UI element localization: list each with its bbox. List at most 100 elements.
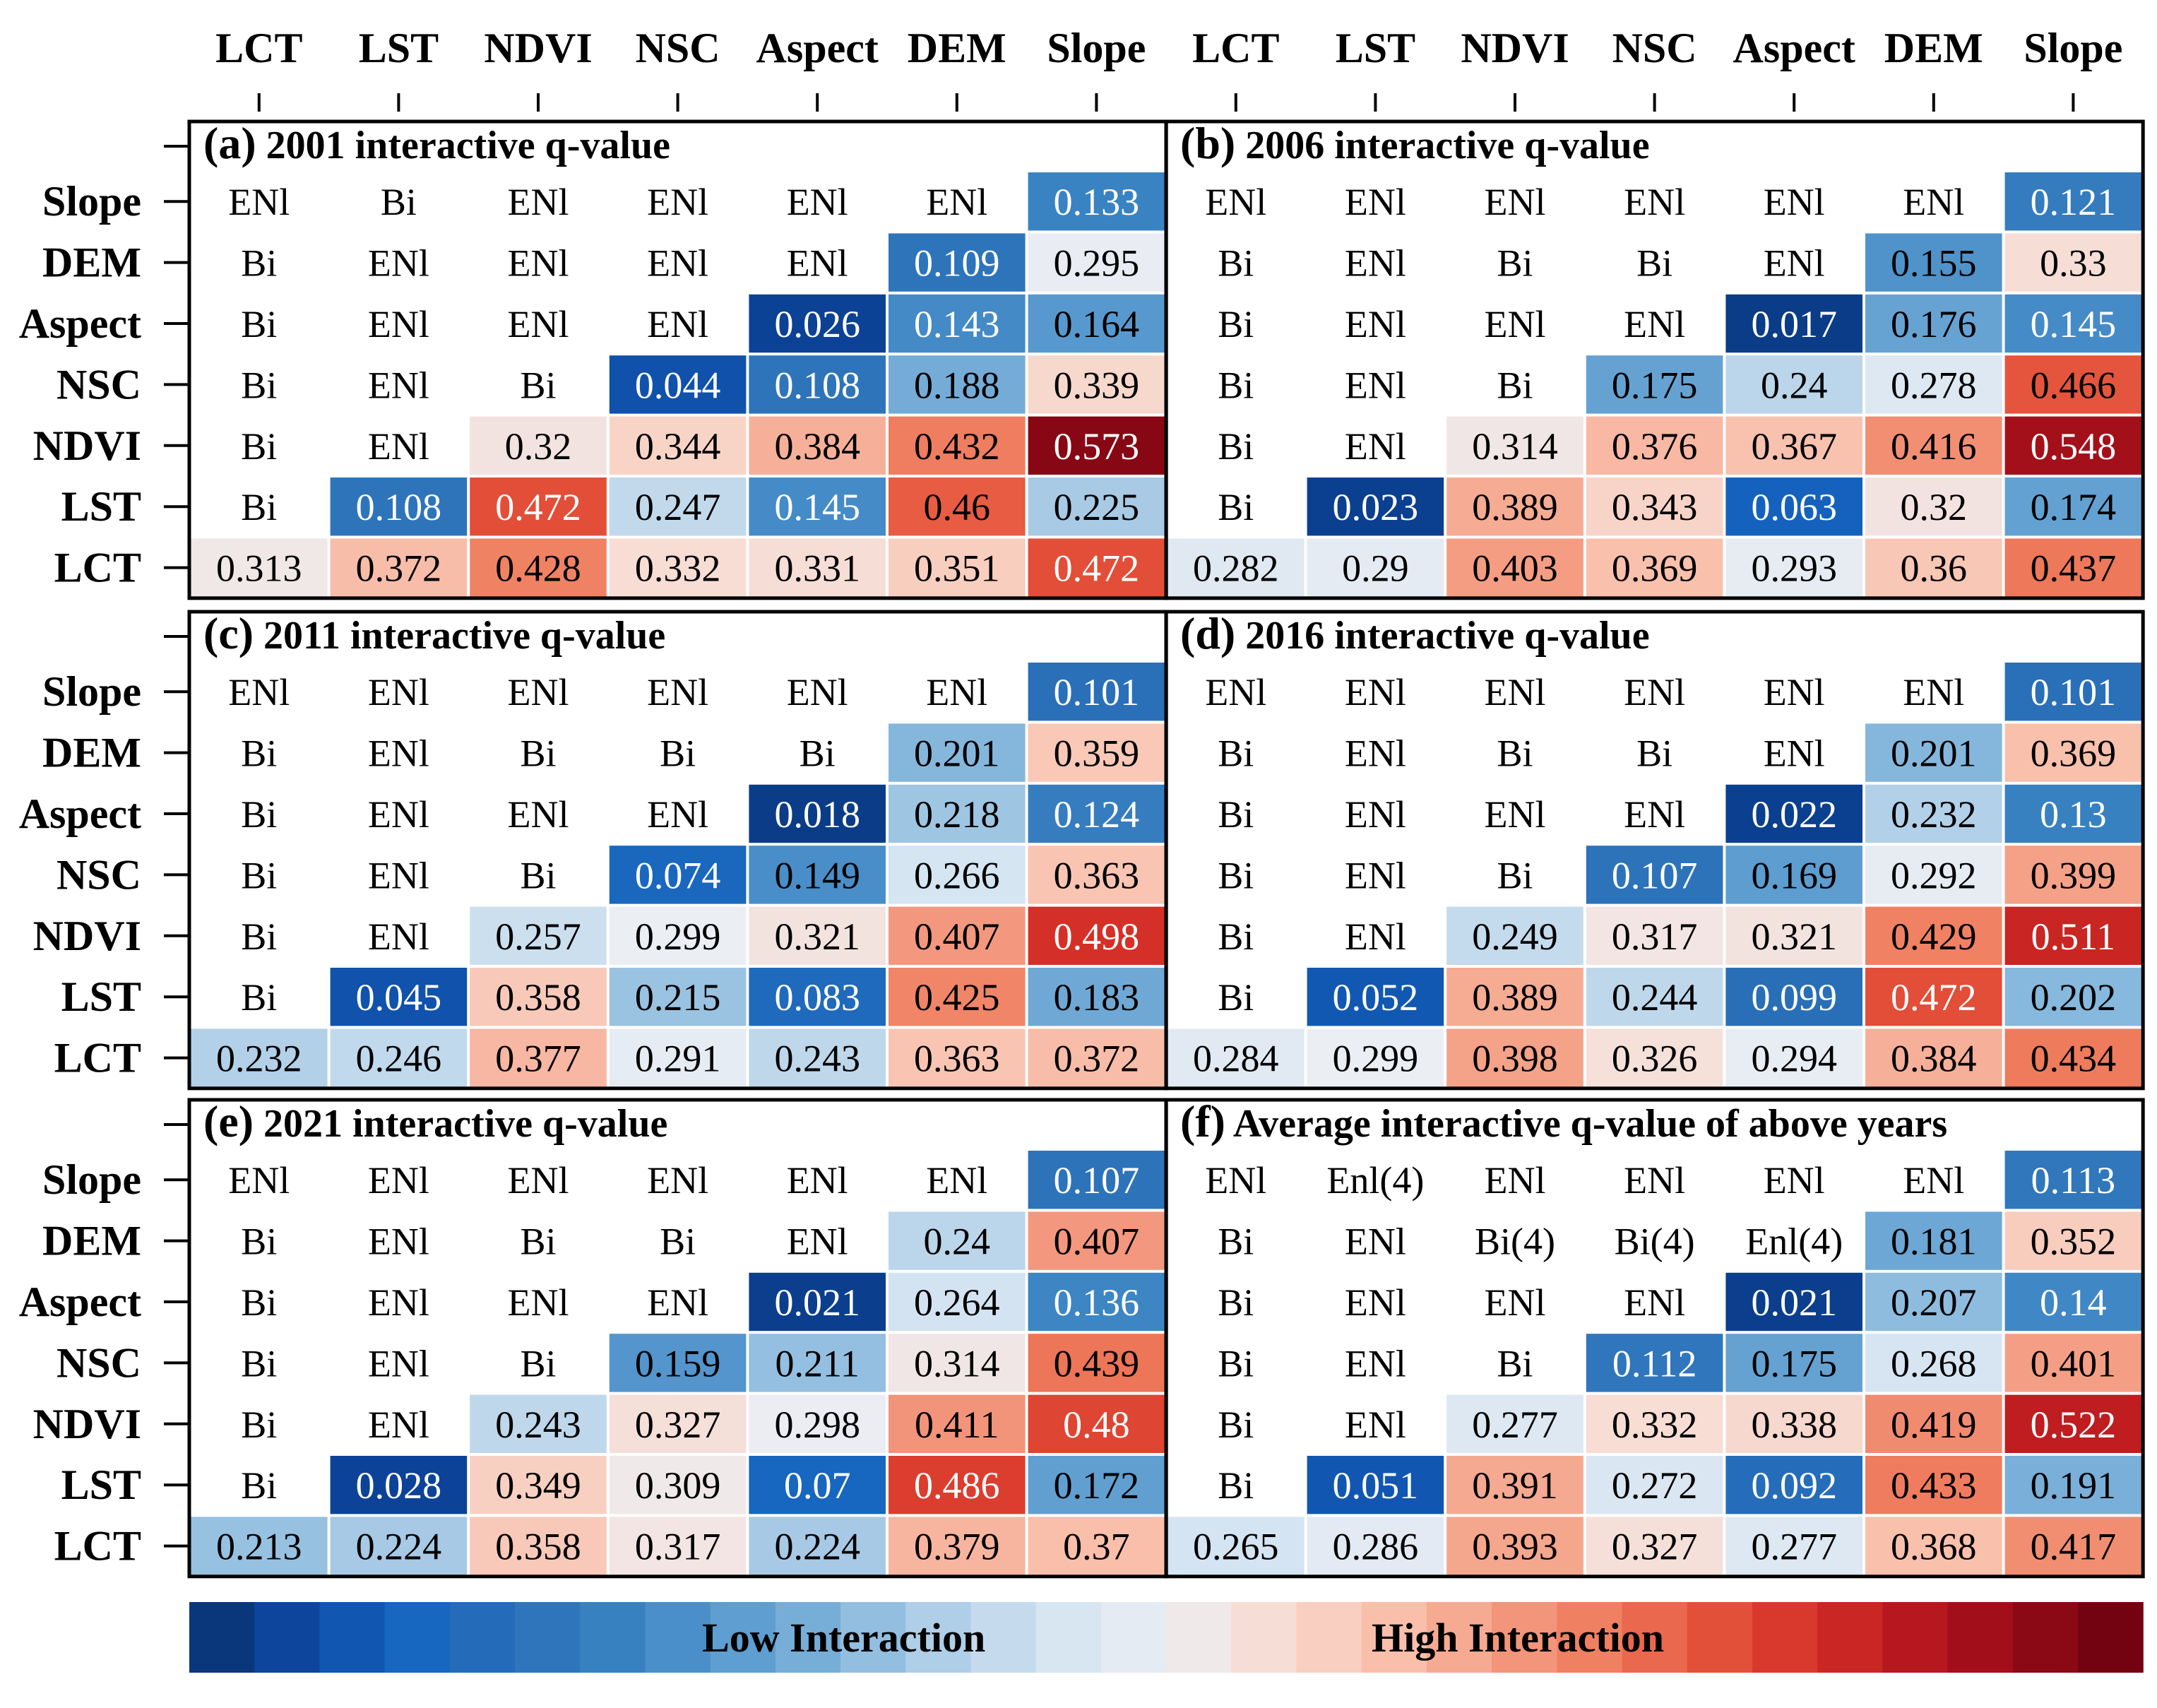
panel-e-cell-aspect-lst-label: ENl xyxy=(368,1281,429,1324)
panel-f-cell-nsc-dem xyxy=(1865,1334,2002,1392)
panel-b-cell-nsc-slope-label: 0.466 xyxy=(2031,364,2117,406)
panel-e-cell-nsc-lst-label: ENl xyxy=(368,1342,429,1384)
panel-e-cell-ndvi-nsc-label: 0.327 xyxy=(635,1404,721,1446)
panel-e-cell-slope-aspect-label: ENl xyxy=(787,1159,848,1202)
legend-swatch-1 xyxy=(189,1602,255,1673)
panel-f-cell-lct-dem-label: 0.368 xyxy=(1891,1526,1977,1568)
panel-a-cell-lst-lst-label: 0.108 xyxy=(356,486,442,528)
panel-c-cell-dem-ndvi-label: Bi xyxy=(520,733,556,775)
panel-d-cell-dem-dem-label: 0.201 xyxy=(1891,733,1977,775)
panel-d-cell-aspect-lct-label: Bi xyxy=(1218,793,1254,836)
panel-a-cell-aspect-dem-label: 0.143 xyxy=(914,303,1000,345)
panel-d-cell-aspect-slope xyxy=(2004,784,2142,843)
panel-f-cell-aspect-dem xyxy=(1865,1272,2002,1332)
legend-swatch-21 xyxy=(1492,1602,1557,1673)
row-label-2-slope: Slope xyxy=(42,1156,141,1203)
panel-f-cell-aspect-ndvi-label: ENl xyxy=(1485,1281,1546,1324)
panel-c-cell-aspect-slope xyxy=(1028,784,1165,843)
panel-e-cell-slope-nsc-label: ENl xyxy=(647,1159,708,1202)
panel-a-cell-ndvi-lst-label: ENl xyxy=(368,425,429,468)
panel-f-cell-lct-nsc xyxy=(1586,1517,1723,1575)
panel-titles-layer: (a) 2001 interactive q-value (b) 2006 int… xyxy=(203,118,1947,1146)
panel-d-cell-ndvi-lct-label: Bi xyxy=(1218,915,1254,958)
panel-f-cell-nsc-ndvi-label: Bi xyxy=(1497,1342,1533,1384)
panel-f-cell-slope-nsc-label: ENl xyxy=(1624,1159,1685,1202)
panel-b-cell-lst-dem xyxy=(1865,478,2002,536)
panel-f-cell-lct-slope-label: 0.417 xyxy=(2031,1526,2117,1568)
panel-f-cell-aspect-lst-label: ENl xyxy=(1345,1281,1406,1324)
panel-b-cell-lct-nsc xyxy=(1586,538,1723,597)
panel-e-cell-slope-dem-label: ENl xyxy=(926,1159,987,1202)
panel-d-cell-lst-lst-label: 0.052 xyxy=(1333,976,1419,1019)
panel-c-cell-lct-lst-label: 0.246 xyxy=(356,1038,442,1080)
panel-b-cell-lst-slope xyxy=(2004,478,2142,536)
panel-f-cell-nsc-slope xyxy=(2004,1334,2142,1392)
panel-e-cell-aspect-slope xyxy=(1028,1272,1165,1332)
panel-c-cell-ndvi-nsc xyxy=(609,906,747,965)
legend-high-label: High Interaction xyxy=(1372,1615,1664,1661)
panel-d-title-letter: (d) xyxy=(1180,608,1235,658)
panel-f-cell-aspect-aspect xyxy=(1725,1272,1862,1332)
panel-a-cell-ndvi-slope xyxy=(1028,416,1165,475)
panel-e-cell-slope-lct-label: ENl xyxy=(228,1159,290,1202)
panel-d-cell-lst-ndvi xyxy=(1446,968,1583,1026)
panel-f-cell-dem-lst-label: ENl xyxy=(1345,1221,1406,1263)
panel-e-cell-lst-lst xyxy=(330,1456,468,1514)
panel-c-cell-lct-slope-label: 0.372 xyxy=(1054,1038,1140,1080)
panel-d-cell-lct-lct xyxy=(1167,1028,1305,1087)
panel-b-cell-dem-dem-label: 0.155 xyxy=(1891,242,1977,285)
panel-b-cell-dem-lct-label: Bi xyxy=(1218,242,1254,285)
panel-b-cell-slope-lct-label: ENl xyxy=(1205,181,1266,223)
panel-e-cell-dem-dem xyxy=(889,1211,1026,1270)
panel-d-cell-lst-slope xyxy=(2004,968,2142,1026)
panel-b-frame xyxy=(1164,119,2145,600)
panel-b-cell-aspect-slope xyxy=(2004,294,2142,353)
panel-d-cell-ndvi-dem xyxy=(1865,906,2002,965)
row-label-1-nsc: NSC xyxy=(57,851,141,898)
panel-a-cell-dem-ndvi-label: ENl xyxy=(508,242,569,285)
panel-d-cell-ndvi-dem-label: 0.429 xyxy=(1891,915,1977,958)
panel-a-cell-lst-aspect xyxy=(749,478,886,536)
panel-a-cell-lst-aspect-label: 0.145 xyxy=(774,486,860,528)
panel-a-cell-lct-lct xyxy=(191,538,328,597)
panel-d-cell-dem-dem xyxy=(1865,723,2002,782)
panel-c-cell-aspect-lct-label: Bi xyxy=(241,793,277,836)
panel-d-cell-aspect-ndvi-label: ENl xyxy=(1485,793,1546,836)
panel-b-cell-dem-nsc-label: Bi xyxy=(1636,242,1672,285)
panel-a-cell-slope-dem-label: ENl xyxy=(926,181,987,223)
panel-d-cell-lct-lst xyxy=(1307,1028,1444,1087)
panel-d-cell-aspect-slope-label: 0.13 xyxy=(2040,793,2107,836)
panel-a-cell-ndvi-slope-label: 0.573 xyxy=(1054,425,1140,468)
panel-b-cell-lct-ndvi-label: 0.403 xyxy=(1472,547,1558,590)
panel-d-cell-lct-aspect-label: 0.294 xyxy=(1751,1038,1837,1080)
panel-e-cell-aspect-nsc-label: ENl xyxy=(647,1281,708,1324)
panel-a-cell-nsc-slope xyxy=(1028,355,1165,414)
panel-f-cell-dem-dem-label: 0.181 xyxy=(1891,1221,1977,1263)
panel-a-cell-lct-dem xyxy=(889,538,1026,597)
panel-e-cell-lct-nsc xyxy=(609,1517,747,1575)
panel-b-cell-lst-nsc-label: 0.343 xyxy=(1612,486,1698,528)
panel-b-cell-lct-dem-label: 0.36 xyxy=(1901,547,1968,590)
panel-d-cell-nsc-ndvi-label: Bi xyxy=(1497,854,1533,896)
panel-b-cell-nsc-lct-label: Bi xyxy=(1218,364,1254,406)
panel-a-cell-slope-slope-label: 0.133 xyxy=(1054,181,1140,223)
panel-a-cell-nsc-nsc xyxy=(609,355,747,414)
panel-f-cell-dem-nsc-label: Bi(4) xyxy=(1615,1221,1695,1263)
panel-a-cell-lct-lct-label: 0.313 xyxy=(216,547,302,590)
panel-c-cell-slope-slope xyxy=(1028,663,1165,721)
panel-d-cell-lst-aspect-label: 0.099 xyxy=(1751,976,1837,1019)
panel-e-cell-ndvi-aspect-label: 0.298 xyxy=(774,1404,860,1446)
panel-b-cell-ndvi-lct-label: Bi xyxy=(1218,425,1254,468)
panel-e-title-text: 2021 interactive q-value xyxy=(254,1102,667,1146)
panel-a-cell-lct-slope-label: 0.472 xyxy=(1054,547,1140,590)
row-label-0-nsc: NSC xyxy=(57,361,141,408)
panel-f-cell-slope-ndvi-label: ENl xyxy=(1485,1159,1546,1202)
panel-f-cell-slope-slope-label: 0.113 xyxy=(2031,1159,2116,1202)
panel-d-cell-ndvi-lst-label: ENl xyxy=(1345,915,1406,958)
panel-f-cell-dem-aspect-label: Enl(4) xyxy=(1745,1221,1843,1263)
panel-d-cell-slope-lst-label: ENl xyxy=(1345,671,1406,713)
panel-e-cell-dem-slope xyxy=(1028,1211,1165,1270)
panel-e-cell-nsc-slope-label: 0.439 xyxy=(1054,1342,1140,1384)
panel-b-cell-lct-lct xyxy=(1167,538,1305,597)
panel-f-cell-nsc-dem-label: 0.268 xyxy=(1891,1342,1977,1384)
